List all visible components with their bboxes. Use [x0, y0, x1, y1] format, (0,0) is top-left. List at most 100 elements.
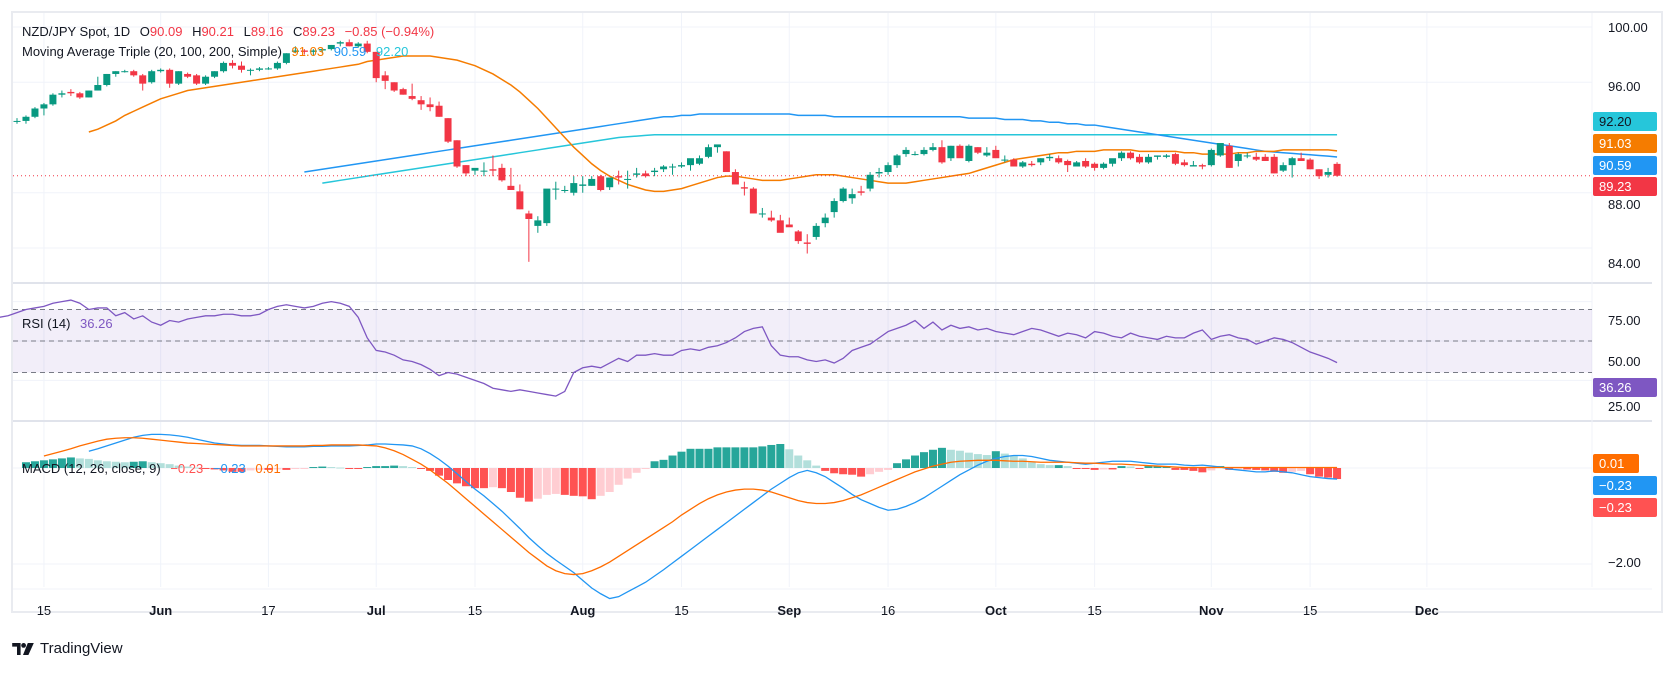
macd-histogram-bar: [309, 467, 318, 469]
macd-histogram-bar: [363, 467, 372, 469]
macd-histogram-bar: [1144, 466, 1153, 468]
candle-up: [552, 188, 560, 190]
chart-frame: [11, 11, 1663, 613]
candle-up: [1216, 143, 1224, 156]
candle-up: [1001, 159, 1009, 161]
macd-histogram-bar: [390, 465, 399, 468]
candle-up: [866, 174, 874, 189]
time-axis-label: Nov: [1199, 603, 1224, 618]
candle-up: [13, 120, 21, 122]
macd-histogram-bar: [273, 468, 282, 470]
candle-down: [1198, 165, 1206, 167]
candle-down: [1306, 159, 1314, 170]
macd-histogram-bar: [848, 468, 857, 475]
macd-histogram-bar: [75, 458, 84, 468]
macd-histogram-bar: [812, 465, 821, 468]
candle-up: [713, 144, 721, 148]
time-axis-label: 15: [674, 603, 689, 618]
candle-down: [130, 71, 138, 76]
macd-histogram-bar: [758, 446, 767, 468]
macd-histogram-bar: [399, 466, 408, 468]
macd-histogram-bar: [1072, 468, 1081, 469]
macd-histogram-bar: [1234, 468, 1243, 470]
candle-up: [543, 188, 551, 224]
tradingview-logo[interactable]: TradingView: [12, 640, 123, 657]
candle-up: [1162, 155, 1170, 157]
macd-histogram-bar: [1045, 465, 1054, 468]
candle-up: [246, 69, 254, 71]
rsi-legend[interactable]: RSI (14) 36.26: [22, 316, 119, 331]
candle-up: [1073, 162, 1081, 167]
macd-histogram-bar: [955, 450, 964, 468]
candle-down: [76, 93, 84, 98]
macd-histogram-bar: [120, 462, 129, 468]
signal-value-tag: 0.01: [1593, 454, 1639, 473]
candle-down: [238, 65, 245, 70]
candle-up: [929, 147, 937, 150]
candle-up: [1189, 165, 1197, 167]
macd-histogram-bar: [677, 451, 686, 468]
candle-up: [983, 152, 991, 156]
macd-histogram-bar: [21, 462, 30, 468]
candle-down: [1270, 156, 1278, 174]
macd-histogram-bar: [129, 461, 138, 468]
macd-histogram-bar: [453, 468, 462, 484]
macd-hist-value: −0.23: [170, 461, 204, 476]
macd-histogram-bar: [488, 468, 497, 488]
candle-up: [112, 71, 120, 74]
candle-down: [453, 140, 461, 167]
macd-title: MACD (12, 26, close, 9): [22, 461, 161, 476]
candle-up: [848, 194, 856, 199]
rsi-value-tag: 36.26: [1593, 378, 1657, 397]
macd-histogram-bar: [1324, 468, 1333, 478]
candle-down: [1028, 163, 1036, 166]
candle-down: [1082, 160, 1090, 167]
macd-histogram-bar: [686, 448, 695, 468]
macd-histogram-bar: [578, 468, 587, 497]
price-axis-label: 88.00: [1608, 197, 1641, 212]
macd-histogram-bar: [354, 468, 363, 469]
rsi-axis-label: 25.00: [1608, 399, 1641, 414]
macd-histogram-bar: [408, 467, 417, 469]
candle-up: [1100, 163, 1108, 168]
macd-histogram-bar: [1171, 468, 1180, 470]
candle-down: [1315, 169, 1323, 177]
candle-up: [812, 225, 820, 237]
brand-name: TradingView: [40, 640, 123, 657]
macd-histogram-bar: [991, 451, 1000, 468]
macd-histogram-bar: [551, 468, 560, 494]
macd-histogram-bar: [372, 466, 381, 468]
macd-histogram-bar: [497, 468, 506, 489]
macd-histogram-bar: [1243, 468, 1252, 470]
candle-down: [444, 118, 452, 142]
candle-up: [1207, 149, 1215, 166]
candle-up: [965, 145, 973, 161]
candle-up: [31, 108, 39, 117]
ohlc-high: H90.21: [192, 24, 234, 39]
ma-title: Moving Average Triple (20, 100, 200, Sim…: [22, 44, 282, 59]
candle-up: [336, 42, 344, 44]
ohlc-low: L89.16: [243, 24, 284, 39]
candle-down: [615, 176, 623, 178]
candle-up: [561, 189, 569, 191]
macd-histogram-bar: [479, 468, 488, 489]
macd-histogram-bar: [417, 468, 426, 469]
macd-value-tag: −0.23: [1593, 476, 1657, 495]
macd-legend[interactable]: MACD (12, 26, close, 9) −0.23 −0.23 0.01: [22, 461, 287, 476]
macd-histogram-bar: [111, 461, 120, 468]
candle-up: [480, 170, 488, 172]
candle-up: [704, 147, 712, 157]
ma200-value: 92.20: [375, 44, 409, 59]
ma-legend[interactable]: Moving Average Triple (20, 100, 200, Sim…: [22, 44, 414, 59]
macd-histogram-bar: [48, 459, 57, 468]
candle-up: [920, 149, 928, 155]
macd-histogram-bar: [704, 448, 713, 468]
candle-down: [372, 51, 380, 79]
macd-histogram-bar: [228, 468, 237, 472]
rsi-axis-label: 75.00: [1608, 313, 1641, 328]
candle-up: [588, 178, 596, 186]
candle-down: [1064, 160, 1072, 166]
macd-histogram-bar: [928, 449, 937, 468]
macd-histogram-bar: [1153, 466, 1162, 468]
